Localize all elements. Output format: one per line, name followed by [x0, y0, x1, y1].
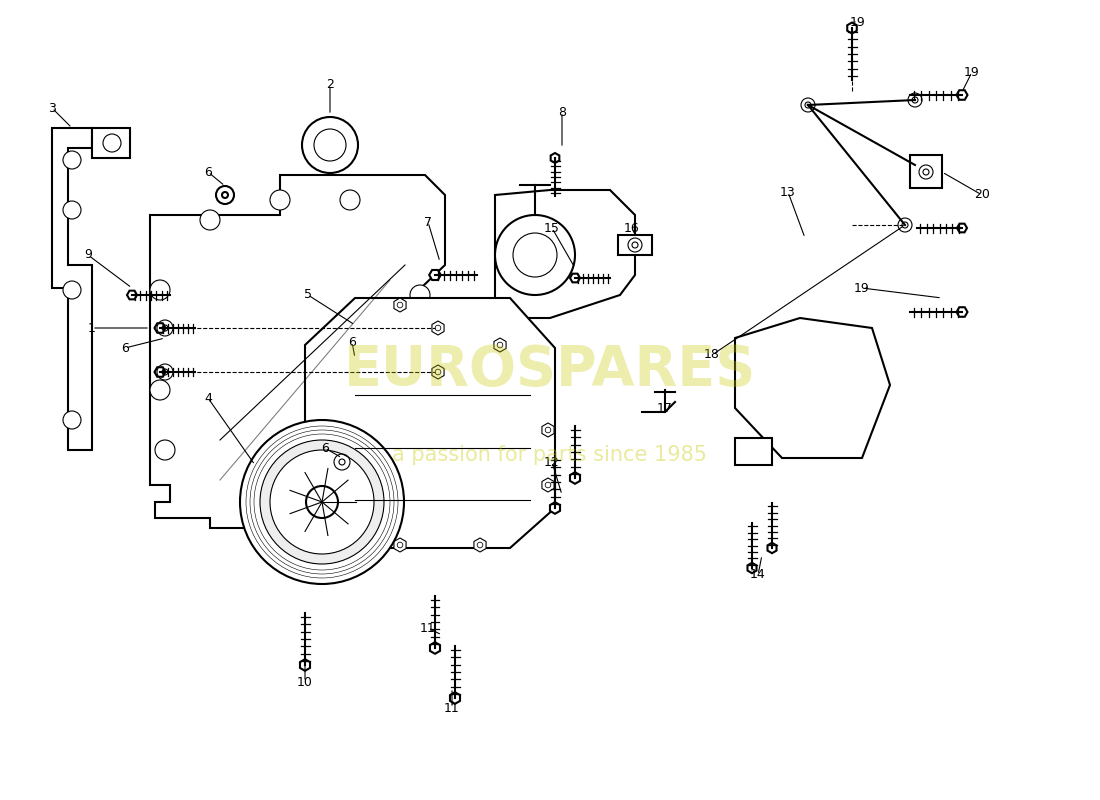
Circle shape — [240, 490, 260, 510]
Polygon shape — [542, 478, 554, 492]
Circle shape — [63, 201, 81, 219]
Polygon shape — [735, 318, 890, 458]
Circle shape — [270, 190, 290, 210]
Polygon shape — [430, 642, 440, 654]
Text: 17: 17 — [657, 402, 673, 414]
Polygon shape — [847, 22, 857, 34]
Text: 18: 18 — [704, 349, 719, 362]
Polygon shape — [394, 298, 406, 312]
Circle shape — [150, 380, 170, 400]
Text: 15: 15 — [544, 222, 560, 234]
Polygon shape — [618, 235, 652, 255]
Text: 8: 8 — [558, 106, 566, 118]
Circle shape — [63, 411, 81, 429]
Text: 20: 20 — [975, 189, 990, 202]
Circle shape — [410, 355, 430, 375]
Polygon shape — [150, 175, 446, 528]
Text: 10: 10 — [297, 675, 312, 689]
Text: 14: 14 — [750, 569, 766, 582]
Circle shape — [103, 134, 121, 152]
Polygon shape — [570, 472, 580, 484]
Polygon shape — [429, 270, 441, 280]
Polygon shape — [450, 692, 460, 704]
Polygon shape — [570, 274, 580, 282]
Text: 1: 1 — [88, 322, 96, 334]
Circle shape — [240, 420, 404, 584]
Polygon shape — [394, 538, 406, 552]
Circle shape — [495, 215, 575, 295]
Polygon shape — [748, 563, 757, 573]
Text: 5: 5 — [304, 289, 312, 302]
Text: 13: 13 — [780, 186, 796, 198]
Text: 3: 3 — [48, 102, 56, 114]
Circle shape — [63, 281, 81, 299]
Text: a passion for parts since 1985: a passion for parts since 1985 — [393, 445, 707, 465]
Polygon shape — [550, 502, 560, 514]
Text: 9: 9 — [84, 249, 92, 262]
Polygon shape — [495, 190, 635, 318]
Polygon shape — [92, 128, 130, 158]
Circle shape — [390, 435, 410, 455]
Text: 6: 6 — [121, 342, 129, 354]
Text: 7: 7 — [424, 215, 432, 229]
Text: 6: 6 — [321, 442, 329, 454]
Circle shape — [410, 285, 430, 305]
Polygon shape — [300, 659, 310, 670]
Polygon shape — [957, 90, 968, 100]
Polygon shape — [551, 153, 559, 163]
Polygon shape — [957, 307, 968, 317]
Text: 11: 11 — [444, 702, 460, 714]
Text: 19: 19 — [850, 15, 866, 29]
Polygon shape — [735, 438, 772, 465]
Circle shape — [155, 440, 175, 460]
Polygon shape — [126, 290, 138, 299]
Polygon shape — [154, 367, 165, 377]
Circle shape — [63, 151, 81, 169]
Circle shape — [150, 280, 170, 300]
Polygon shape — [154, 323, 165, 333]
Polygon shape — [768, 542, 777, 554]
Circle shape — [340, 490, 360, 510]
Text: 4: 4 — [205, 391, 212, 405]
Circle shape — [340, 190, 360, 210]
Text: 2: 2 — [326, 78, 334, 91]
Text: 19: 19 — [964, 66, 980, 78]
Text: 6: 6 — [348, 335, 356, 349]
Polygon shape — [432, 321, 444, 335]
Polygon shape — [52, 128, 92, 450]
Polygon shape — [542, 423, 554, 437]
Text: 19: 19 — [854, 282, 870, 294]
Text: EUROSPARES: EUROSPARES — [344, 343, 756, 397]
Text: 6: 6 — [205, 166, 212, 178]
Polygon shape — [957, 224, 967, 232]
Circle shape — [306, 486, 338, 518]
Circle shape — [260, 440, 384, 564]
Circle shape — [200, 210, 220, 230]
Polygon shape — [474, 538, 486, 552]
Polygon shape — [910, 155, 942, 188]
Text: 16: 16 — [624, 222, 640, 234]
Polygon shape — [432, 365, 444, 379]
Text: 11: 11 — [420, 622, 436, 634]
Text: 12: 12 — [544, 455, 560, 469]
Polygon shape — [494, 338, 506, 352]
Circle shape — [270, 450, 374, 554]
Polygon shape — [305, 298, 556, 548]
Circle shape — [302, 117, 358, 173]
